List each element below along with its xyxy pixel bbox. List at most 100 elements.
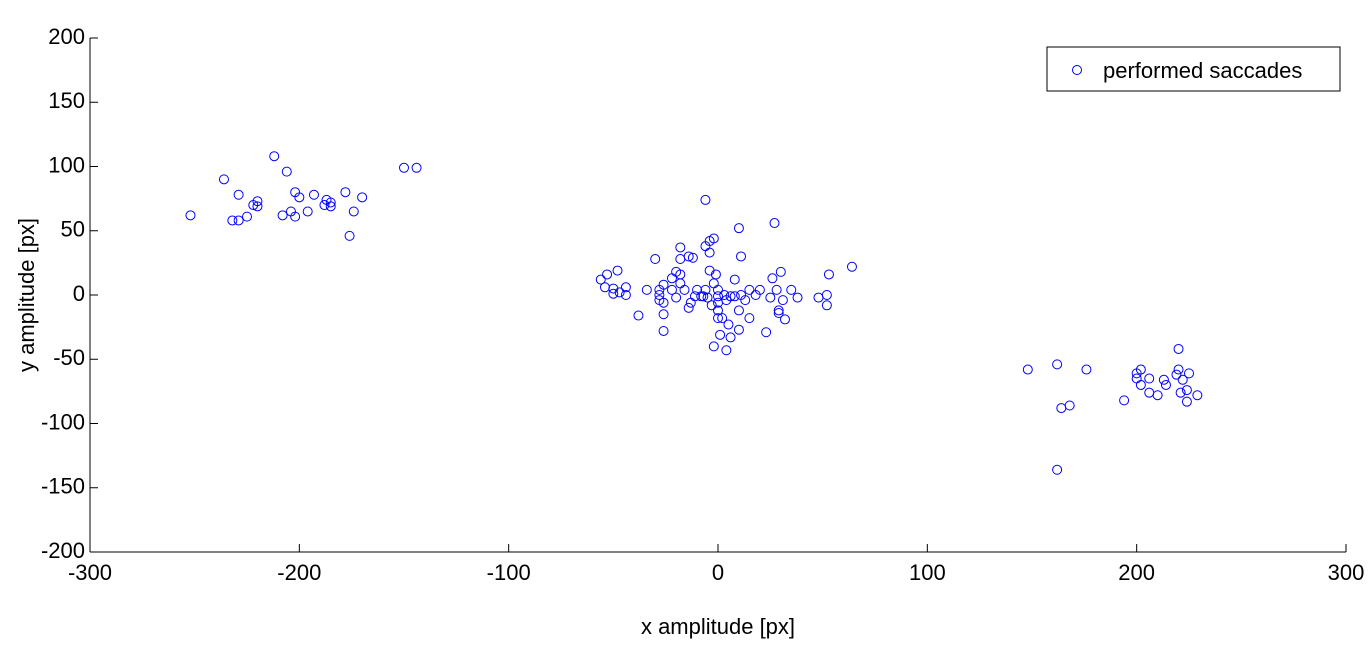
y-tick-label: 50 <box>61 217 85 242</box>
data-point <box>233 215 244 226</box>
data-point <box>654 290 665 300</box>
data-point <box>771 284 782 295</box>
data-point <box>729 274 740 285</box>
data-point <box>650 254 661 265</box>
y-tick-label: -200 <box>41 538 85 563</box>
data-point <box>1144 373 1155 384</box>
data-point <box>599 282 610 293</box>
data-point <box>233 189 244 200</box>
data-point <box>696 291 707 302</box>
data-point <box>608 288 619 299</box>
data-point <box>754 284 765 295</box>
data-point <box>773 307 784 318</box>
data-point <box>779 314 790 325</box>
data-point <box>612 265 623 276</box>
data-point <box>242 211 252 222</box>
data-point <box>1192 390 1203 401</box>
data-point <box>277 210 288 221</box>
data-point <box>1175 387 1186 398</box>
x-tick-label: 200 <box>1118 560 1155 585</box>
data-point <box>786 284 797 295</box>
data-point <box>687 252 698 263</box>
data-point <box>713 305 723 316</box>
data-point <box>1171 369 1182 380</box>
data-point <box>689 291 700 302</box>
data-point <box>713 291 723 302</box>
data-point <box>319 200 330 211</box>
y-tick-label: 100 <box>48 152 85 177</box>
data-point <box>614 287 625 298</box>
data-point <box>1056 403 1067 414</box>
data-point <box>685 297 696 308</box>
data-point <box>399 162 409 173</box>
data-point <box>641 284 652 295</box>
data-point <box>344 230 355 241</box>
data-point <box>708 233 719 244</box>
data-point <box>666 284 677 295</box>
legend-label: performed saccades <box>1103 58 1302 83</box>
data-point <box>666 273 677 284</box>
data-point <box>846 261 857 272</box>
x-tick-label: -200 <box>277 560 321 585</box>
data-point <box>773 305 784 316</box>
data-point <box>340 187 351 198</box>
legend-marker <box>1072 65 1082 75</box>
data-point <box>1119 395 1130 406</box>
x-tick-label: -300 <box>68 560 112 585</box>
data-point <box>227 215 238 226</box>
data-point <box>290 211 301 222</box>
x-tick-label: 300 <box>1328 560 1365 585</box>
data-point <box>1052 359 1063 370</box>
y-tick-label: 150 <box>48 88 85 113</box>
data-point <box>700 284 711 295</box>
x-tick-label: -100 <box>487 560 531 585</box>
data-point <box>821 290 832 300</box>
data-point <box>1144 387 1155 398</box>
data-point <box>671 292 682 303</box>
data-point <box>308 189 319 200</box>
data-point <box>725 291 736 302</box>
data-point <box>620 282 631 293</box>
data-point <box>708 341 719 352</box>
data-point <box>658 309 669 320</box>
data-point <box>185 210 196 221</box>
data-point <box>1173 343 1184 354</box>
data-point <box>1181 385 1192 396</box>
data-point <box>767 273 778 284</box>
data-point <box>1064 400 1075 411</box>
data-point <box>1131 373 1142 384</box>
data-point <box>683 302 694 313</box>
data-point <box>679 284 690 295</box>
data-point <box>595 274 606 285</box>
data-point <box>269 151 280 162</box>
data-point <box>1160 379 1171 390</box>
data-point <box>713 313 723 324</box>
data-point <box>777 295 788 306</box>
data-point <box>698 291 709 302</box>
x-axis-label: x amplitude [px] <box>641 614 795 639</box>
data-point <box>1181 396 1192 407</box>
data-point <box>411 162 422 173</box>
data-point <box>708 278 719 289</box>
data-point <box>675 254 686 265</box>
data-point <box>823 269 834 280</box>
data-point <box>700 194 711 205</box>
data-point <box>736 251 747 262</box>
y-tick-label: 0 <box>73 281 85 306</box>
data-point <box>218 174 229 185</box>
data-point <box>775 266 786 277</box>
data-point <box>633 310 644 321</box>
data-point <box>1052 464 1063 475</box>
data-point <box>710 269 721 280</box>
data-point <box>715 329 726 340</box>
data-point <box>675 278 686 289</box>
data-point <box>713 284 723 295</box>
data-point <box>744 313 755 324</box>
data-point <box>1135 379 1146 390</box>
data-point <box>769 218 780 229</box>
data-point <box>281 166 292 177</box>
data-point <box>675 242 686 253</box>
data-point <box>1152 390 1163 401</box>
data-point <box>740 295 751 306</box>
